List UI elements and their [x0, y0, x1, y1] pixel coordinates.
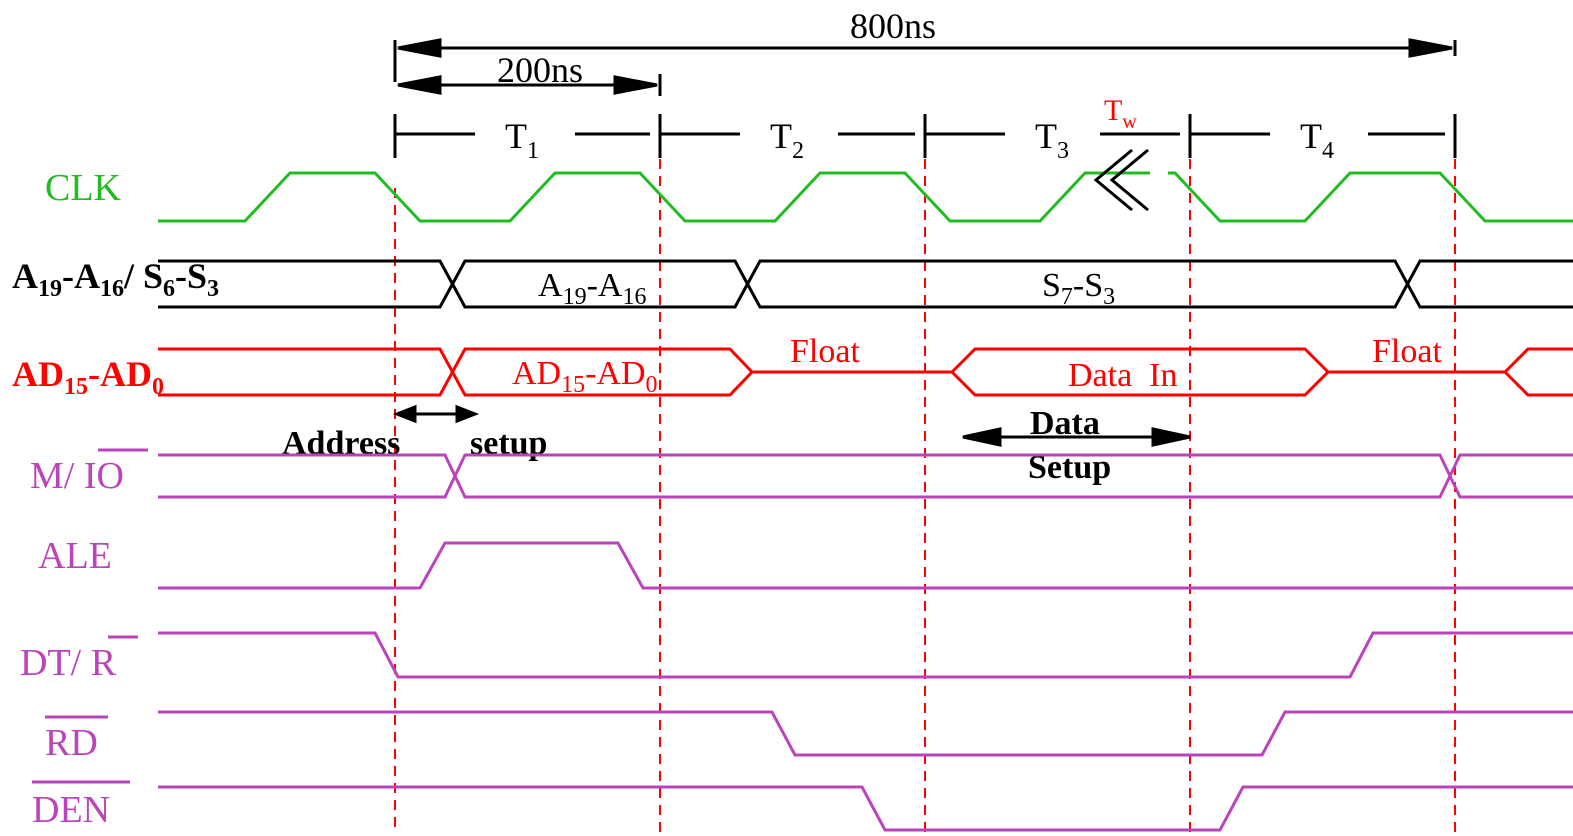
data-setup-arrow: [962, 427, 1191, 447]
float-text-2: Float: [1372, 333, 1442, 370]
clk-label: CLK: [45, 167, 122, 209]
bus-ad-text: AD15-AD0: [512, 355, 658, 398]
label-800ns: 800ns: [850, 6, 936, 46]
data-in-text: Data In: [1068, 357, 1178, 394]
dimension-800ns: [393, 38, 1457, 82]
rd-waveform: [158, 710, 1573, 757]
clk-waveform-after-wait: [1168, 171, 1573, 223]
den-waveform: [158, 785, 1573, 832]
bus-addr-text: A19-A16: [538, 267, 646, 310]
ale-waveform: [158, 541, 1573, 590]
t3-label: T3: [1035, 116, 1069, 164]
dimension-200ns: [397, 74, 662, 96]
address-setup-arrow: [392, 404, 480, 424]
bus-status-text: S7-S3: [1042, 267, 1115, 310]
float-text-1: Float: [790, 333, 860, 370]
dtr-waveform: [158, 631, 1573, 679]
t2-label: T2: [770, 116, 804, 164]
ad-bus: [158, 347, 1573, 397]
t4-label: T4: [1300, 116, 1334, 164]
t-state-row: [393, 114, 1457, 158]
ad-label: AD15-AD0: [12, 354, 164, 400]
addr-status-bus: [158, 259, 1573, 309]
wait-break-icon: [1093, 148, 1149, 212]
ale-label: ALE: [38, 535, 112, 577]
guide-lines: [394, 142, 1456, 832]
mio-label: M/ IO: [30, 455, 124, 497]
clk-waveform: [158, 171, 1150, 223]
data-annotation: Data: [1030, 405, 1100, 442]
addr-status-label: A19-A16/ S6-S3: [12, 256, 219, 302]
dtr-label: DT/ R: [20, 642, 117, 684]
t1-label: T1: [505, 116, 539, 164]
den-label: DEN: [32, 789, 110, 831]
label-200ns: 200ns: [497, 50, 583, 90]
rd-label: RD: [45, 722, 98, 764]
tw-label: Tw: [1104, 94, 1137, 133]
mio-waveform: [158, 453, 1573, 499]
